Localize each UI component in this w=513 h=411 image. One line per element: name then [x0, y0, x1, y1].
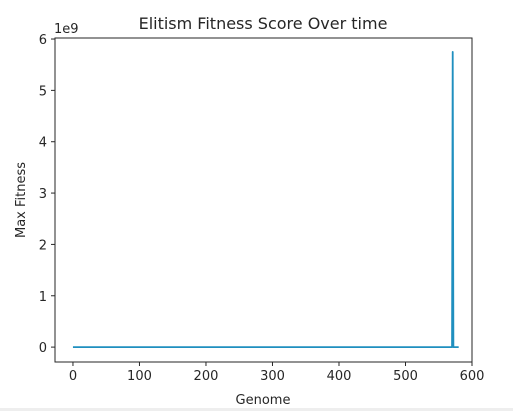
y-tick-label: 6 [39, 33, 47, 48]
y-tick-label: 1 [39, 290, 47, 305]
x-axis-label: Genome [236, 393, 291, 408]
y-tick-label: 2 [39, 238, 47, 253]
y-offset-label: 1e9 [54, 22, 79, 37]
y-axis-label: Max Fitness [14, 162, 29, 238]
x-tick-label: 500 [393, 369, 418, 384]
y-tick-label: 5 [39, 84, 47, 99]
x-tick-label: 100 [127, 369, 152, 384]
x-tick-label: 0 [69, 369, 77, 384]
series-line [72, 50, 459, 349]
axes-frame [54, 37, 473, 363]
plot-area: 0 100 200 300 400 500 600 0 1 2 3 4 5 6 [39, 33, 485, 384]
x-tick-label: 600 [460, 369, 485, 384]
x-tick-label: 300 [260, 369, 285, 384]
window-bottom-border [0, 408, 513, 411]
y-tick-label: 4 [39, 136, 47, 151]
x-tick-label: 200 [194, 369, 219, 384]
chart-title: Elitism Fitness Score Over time [139, 14, 388, 33]
y-tick-label: 0 [39, 341, 47, 356]
x-tick-label: 400 [327, 369, 352, 384]
y-tick-label: 3 [39, 187, 47, 202]
